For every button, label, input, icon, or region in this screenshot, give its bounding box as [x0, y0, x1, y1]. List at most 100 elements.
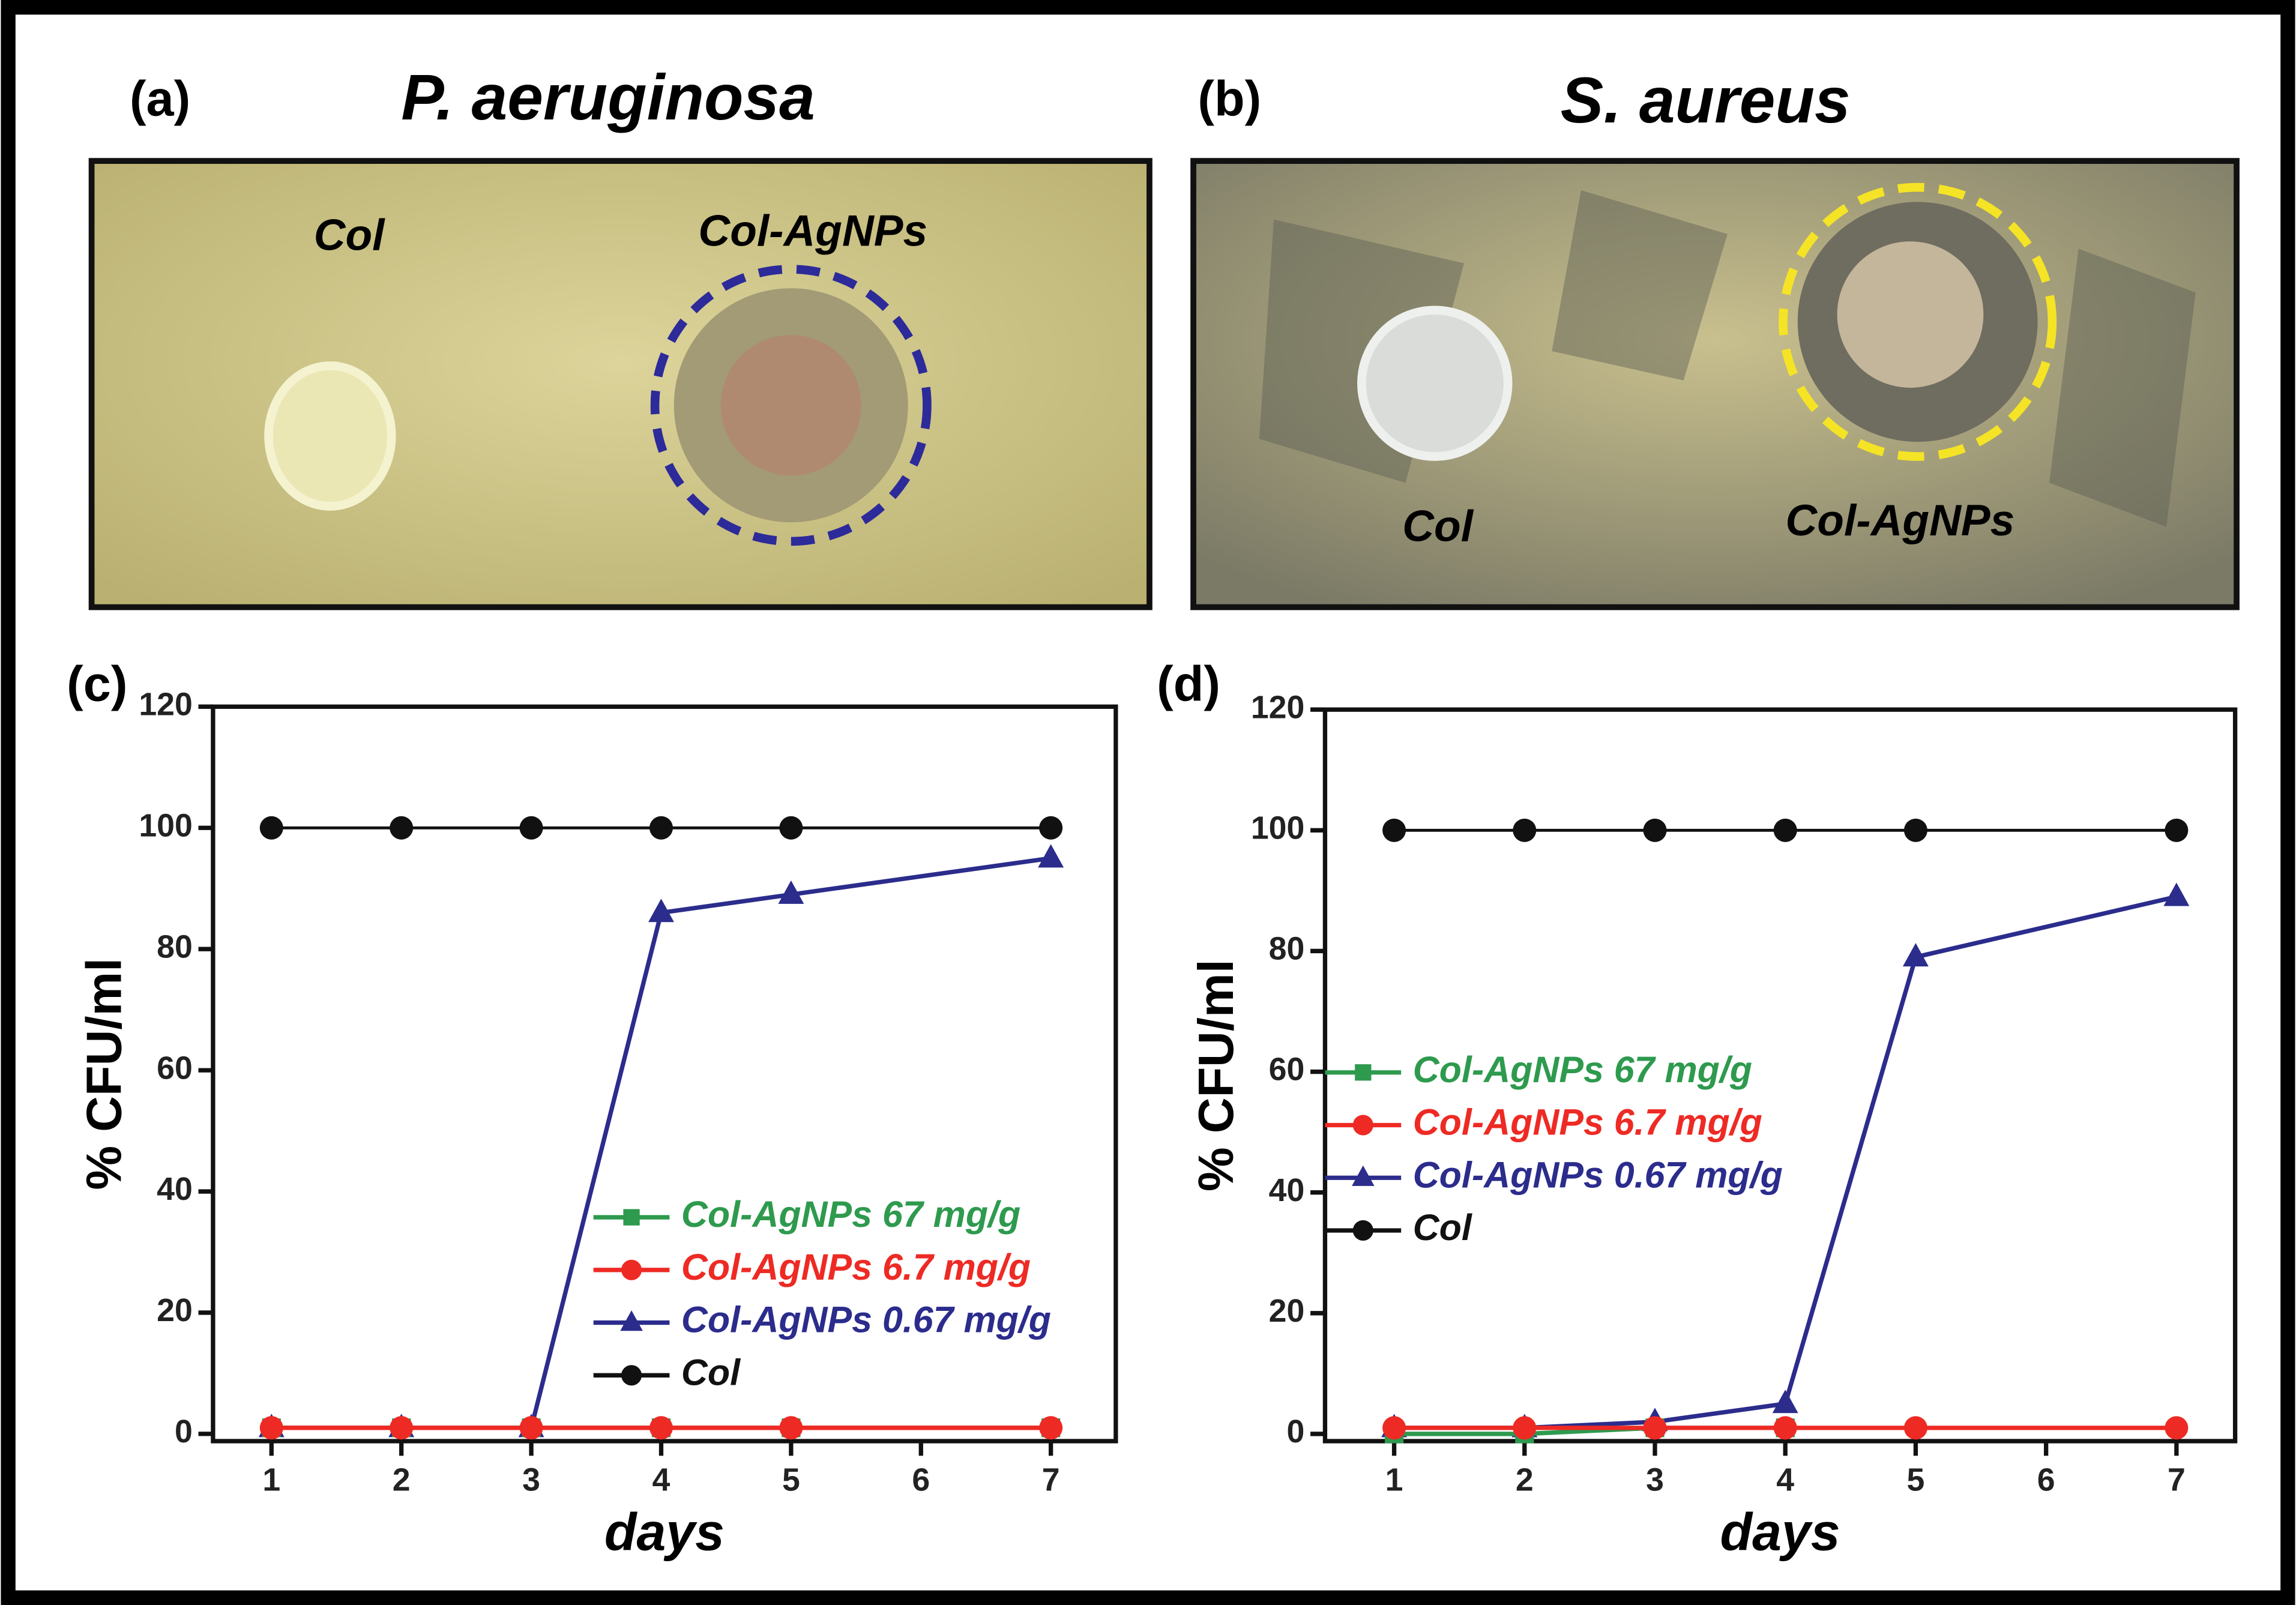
- legend-marker: [1352, 1165, 1375, 1186]
- legend-marker: [620, 1310, 643, 1331]
- marker: [778, 880, 804, 904]
- x-tick-label: 6: [912, 1462, 930, 1498]
- legend-label: Col-AgNPs 67 mg/g: [681, 1194, 1020, 1235]
- x-axis-label: days: [1720, 1503, 1840, 1562]
- annotation: Col-AgNPs: [698, 206, 927, 255]
- x-tick-label: 5: [782, 1462, 800, 1498]
- x-tick-label: 4: [1776, 1462, 1794, 1498]
- marker: [2165, 818, 2189, 842]
- legend-label: Col-AgNPs 6.7 mg/g: [681, 1247, 1031, 1287]
- marker: [390, 816, 414, 840]
- marker: [1382, 818, 1406, 842]
- x-tick-label: 7: [2168, 1462, 2186, 1498]
- x-tick-label: 2: [1516, 1462, 1534, 1498]
- y-tick-label: 60: [157, 1050, 193, 1086]
- marker: [1643, 818, 1667, 842]
- x-tick-label: 7: [1042, 1462, 1060, 1498]
- y-tick-label: 20: [157, 1292, 193, 1328]
- y-tick-label: 100: [1251, 810, 1304, 846]
- marker: [1643, 1416, 1667, 1440]
- streaks: [1259, 190, 2196, 527]
- annotation: Col: [314, 211, 385, 260]
- legend-label: Col-AgNPs 0.67 mg/g: [681, 1299, 1051, 1340]
- marker: [779, 1416, 803, 1440]
- y-tick-label: 20: [1269, 1293, 1305, 1329]
- y-tick-label: 0: [1286, 1414, 1304, 1450]
- marker: [259, 816, 283, 840]
- photo-a: [88, 158, 1153, 610]
- marker: [1772, 1390, 1798, 1414]
- marker: [649, 816, 673, 840]
- y-axis-label: % CFU/ml: [76, 958, 131, 1190]
- annotation: Col-AgNPs: [1786, 496, 2015, 545]
- x-tick-label: 2: [393, 1462, 411, 1498]
- plot-area: [1322, 707, 2238, 1444]
- legend-marker: [621, 1259, 642, 1280]
- legend-label: Col-AgNPs 6.7 mg/g: [1413, 1102, 1762, 1143]
- x-tick-label: 3: [1646, 1462, 1664, 1498]
- x-tick-label: 3: [522, 1462, 540, 1498]
- y-tick-label: 60: [1269, 1052, 1305, 1088]
- disc: [264, 361, 396, 511]
- marker: [779, 816, 803, 840]
- y-tick-label: 40: [1269, 1172, 1305, 1208]
- x-axis-label: days: [604, 1503, 725, 1562]
- legend-marker: [1352, 1220, 1373, 1241]
- marker: [1513, 818, 1537, 842]
- marker: [649, 1416, 673, 1440]
- y-tick-label: 40: [157, 1171, 193, 1207]
- y-tick-label: 80: [1269, 931, 1305, 967]
- y-tick-label: 100: [139, 807, 192, 843]
- panel-label: (c): [67, 656, 127, 712]
- zone-circle: [1779, 182, 2057, 461]
- x-tick-label: 1: [262, 1462, 280, 1498]
- marker: [1038, 844, 1064, 868]
- marker: [648, 899, 674, 923]
- plot-area: [211, 704, 1118, 1444]
- legend-marker: [621, 1365, 642, 1386]
- legend-label: Col-AgNPs 67 mg/g: [1413, 1049, 1752, 1090]
- zone-circle: [650, 265, 932, 546]
- legend-marker: [1352, 1115, 1373, 1136]
- panel-label: (a): [130, 71, 190, 127]
- panel-title: S. aureus: [1561, 64, 1851, 136]
- legend-marker: [1355, 1064, 1372, 1081]
- x-tick-label: 1: [1385, 1462, 1403, 1498]
- panel-label: (b): [1198, 71, 1261, 127]
- y-tick-label: 0: [175, 1414, 193, 1450]
- panel-title: P. aeruginosa: [401, 61, 815, 133]
- legend-label: Col: [1413, 1207, 1472, 1248]
- marker: [2163, 882, 2190, 906]
- legend-label: Col: [681, 1352, 741, 1393]
- x-tick-label: 4: [652, 1462, 670, 1498]
- y-tick-label: 120: [1251, 689, 1304, 725]
- disc-center: [1837, 241, 1984, 388]
- marker: [519, 1416, 543, 1440]
- marker: [1903, 1416, 1927, 1440]
- marker: [390, 1416, 414, 1440]
- disc-center: [720, 335, 861, 476]
- marker: [1773, 1416, 1797, 1440]
- y-tick-label: 80: [157, 929, 193, 965]
- disc: [1357, 306, 1513, 461]
- marker: [1773, 818, 1797, 842]
- marker: [1039, 816, 1063, 840]
- marker: [2165, 1416, 2189, 1440]
- panel-label: (d): [1157, 656, 1220, 712]
- marker: [1902, 943, 1929, 967]
- x-tick-label: 6: [2037, 1462, 2055, 1498]
- marker: [259, 1416, 283, 1440]
- y-axis-label: % CFU/ml: [1188, 959, 1244, 1191]
- marker: [1513, 1416, 1537, 1440]
- marker: [1903, 818, 1927, 842]
- legend-label: Col-AgNPs 0.67 mg/g: [1413, 1154, 1783, 1195]
- y-tick-label: 120: [139, 687, 192, 723]
- legend-marker: [623, 1209, 640, 1226]
- marker: [519, 816, 543, 840]
- annotation: Col: [1402, 502, 1474, 551]
- x-tick-label: 5: [1907, 1462, 1925, 1498]
- marker: [1039, 1416, 1063, 1440]
- marker: [1382, 1416, 1406, 1440]
